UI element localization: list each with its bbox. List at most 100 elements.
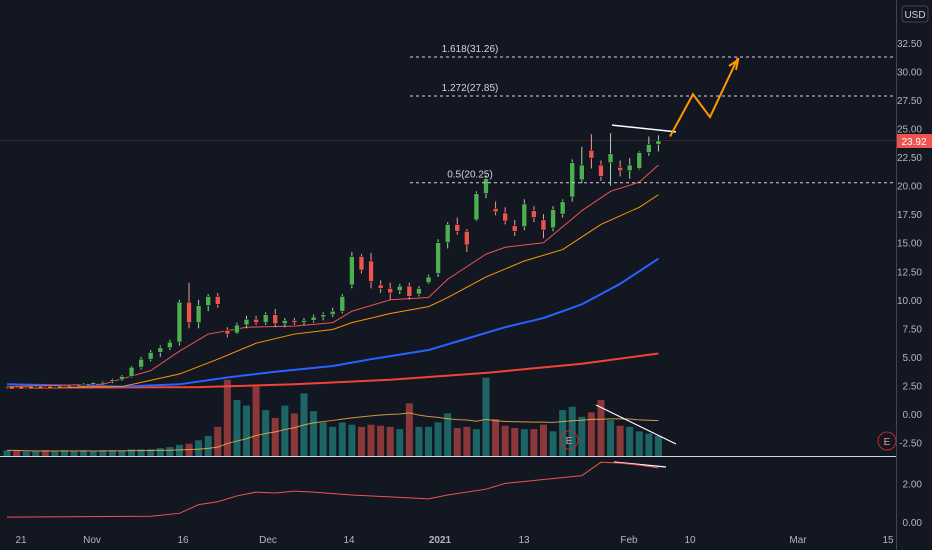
volume-bar: [472, 429, 480, 456]
candle-body: [511, 225, 518, 232]
candles: [4, 133, 662, 389]
volume-bar: [3, 450, 11, 456]
volume-bar: [587, 412, 595, 456]
volume-bar: [492, 419, 500, 456]
volume-bar: [645, 433, 653, 456]
candle-body: [253, 318, 259, 323]
fib-label: 0.5(20.25): [447, 170, 493, 181]
earnings-label: E: [566, 436, 573, 447]
x-tick-label: 10: [684, 535, 696, 546]
candle-body: [4, 386, 10, 389]
earnings-label-future: E: [884, 437, 891, 448]
fib-label: 1.272(27.85): [442, 83, 499, 94]
volume-bar: [156, 448, 164, 456]
volume-bar: [425, 426, 433, 456]
candle-body: [147, 352, 154, 360]
volume-bar: [348, 424, 356, 456]
indicator-line: [6, 461, 659, 518]
candle-body: [157, 347, 164, 353]
fib-levels: 1.618(31.26) 1.272(27.85) 0.5(20.25): [410, 44, 896, 184]
fib-label: 1.618(31.26): [442, 44, 499, 55]
volume-bar: [396, 429, 404, 456]
candle-body: [396, 285, 403, 291]
volume-bar: [386, 426, 394, 456]
volume-bar: [578, 416, 586, 456]
candle-body: [464, 230, 470, 246]
candle-body: [301, 320, 307, 323]
candle-body: [195, 305, 202, 323]
volume-bar: [626, 426, 634, 456]
volume-bar: [357, 426, 365, 456]
candle-body: [119, 376, 125, 381]
volume-bar: [635, 431, 643, 456]
candle-body: [310, 316, 317, 321]
candle-body: [444, 224, 451, 243]
volume-bar: [243, 405, 250, 456]
x-tick-label: 2021: [429, 535, 452, 546]
volume-bar: [195, 440, 203, 456]
volume-bar: [377, 425, 385, 456]
volume-bar: [99, 450, 107, 456]
candle-body: [42, 386, 49, 388]
volume-bar: [137, 449, 145, 456]
y-tick-label: 0.00: [903, 410, 923, 421]
y-tick-label: 15.00: [897, 239, 922, 250]
volume-bar: [501, 425, 509, 456]
candle-body: [473, 193, 480, 221]
volume-bar: [51, 451, 59, 456]
candle-body: [435, 242, 441, 274]
y-tick-label: 5.00: [903, 353, 923, 364]
candle-body: [425, 276, 432, 283]
last-price-tag: [897, 134, 932, 148]
x-tick-label: 21: [15, 535, 27, 546]
earnings-marker[interactable]: [559, 430, 579, 450]
candle-body: [358, 256, 365, 271]
candle-body: [138, 358, 144, 368]
volume-bar: [290, 413, 298, 456]
candle-body: [617, 167, 623, 172]
y-tick-label: 32.50: [897, 39, 922, 50]
candle-body: [406, 285, 413, 297]
volume-bar: [80, 450, 88, 456]
volume-bar: [214, 426, 222, 456]
candle-body: [80, 384, 87, 386]
earnings-marker-future[interactable]: [877, 431, 897, 451]
y-tick-label: 25.00: [897, 125, 922, 136]
candle-body: [329, 310, 336, 315]
y-tick-label: 10.00: [897, 296, 922, 307]
volume-bar: [223, 379, 231, 456]
ma-long-line: [6, 352, 659, 389]
volume-bar: [482, 377, 490, 456]
candle-body: [588, 149, 595, 159]
volume-bar: [41, 450, 49, 456]
candle-body: [550, 209, 556, 229]
currency-badge[interactable]: [901, 5, 929, 23]
candle-body: [521, 203, 528, 228]
candle-body: [282, 320, 288, 325]
volume-bar: [89, 451, 97, 456]
candle-body: [262, 314, 269, 323]
candle-body: [368, 260, 374, 282]
volume-bar: [22, 451, 30, 456]
x-tick-label: 13: [518, 535, 530, 546]
volume-bar: [310, 411, 318, 456]
y-tick-label: 27.50: [897, 96, 922, 107]
volume-bar: [520, 429, 528, 456]
candle-body: [636, 152, 643, 169]
candle-body: [186, 301, 192, 323]
volume-bar: [70, 451, 78, 456]
candle-body: [167, 341, 173, 349]
candle-body: [52, 386, 58, 388]
candle-body: [100, 381, 106, 383]
volume-bar: [549, 431, 557, 456]
x-tick-label: 15: [882, 535, 894, 546]
x-tick-label: Mar: [789, 535, 807, 546]
candle-body: [349, 256, 355, 286]
volume-bar: [281, 405, 289, 456]
volume-bar: [118, 450, 126, 456]
candle-body: [71, 385, 77, 387]
ma-slow-line: [6, 257, 659, 388]
volume-bar: [539, 424, 547, 456]
y-tick-label: -2.50: [899, 439, 922, 450]
